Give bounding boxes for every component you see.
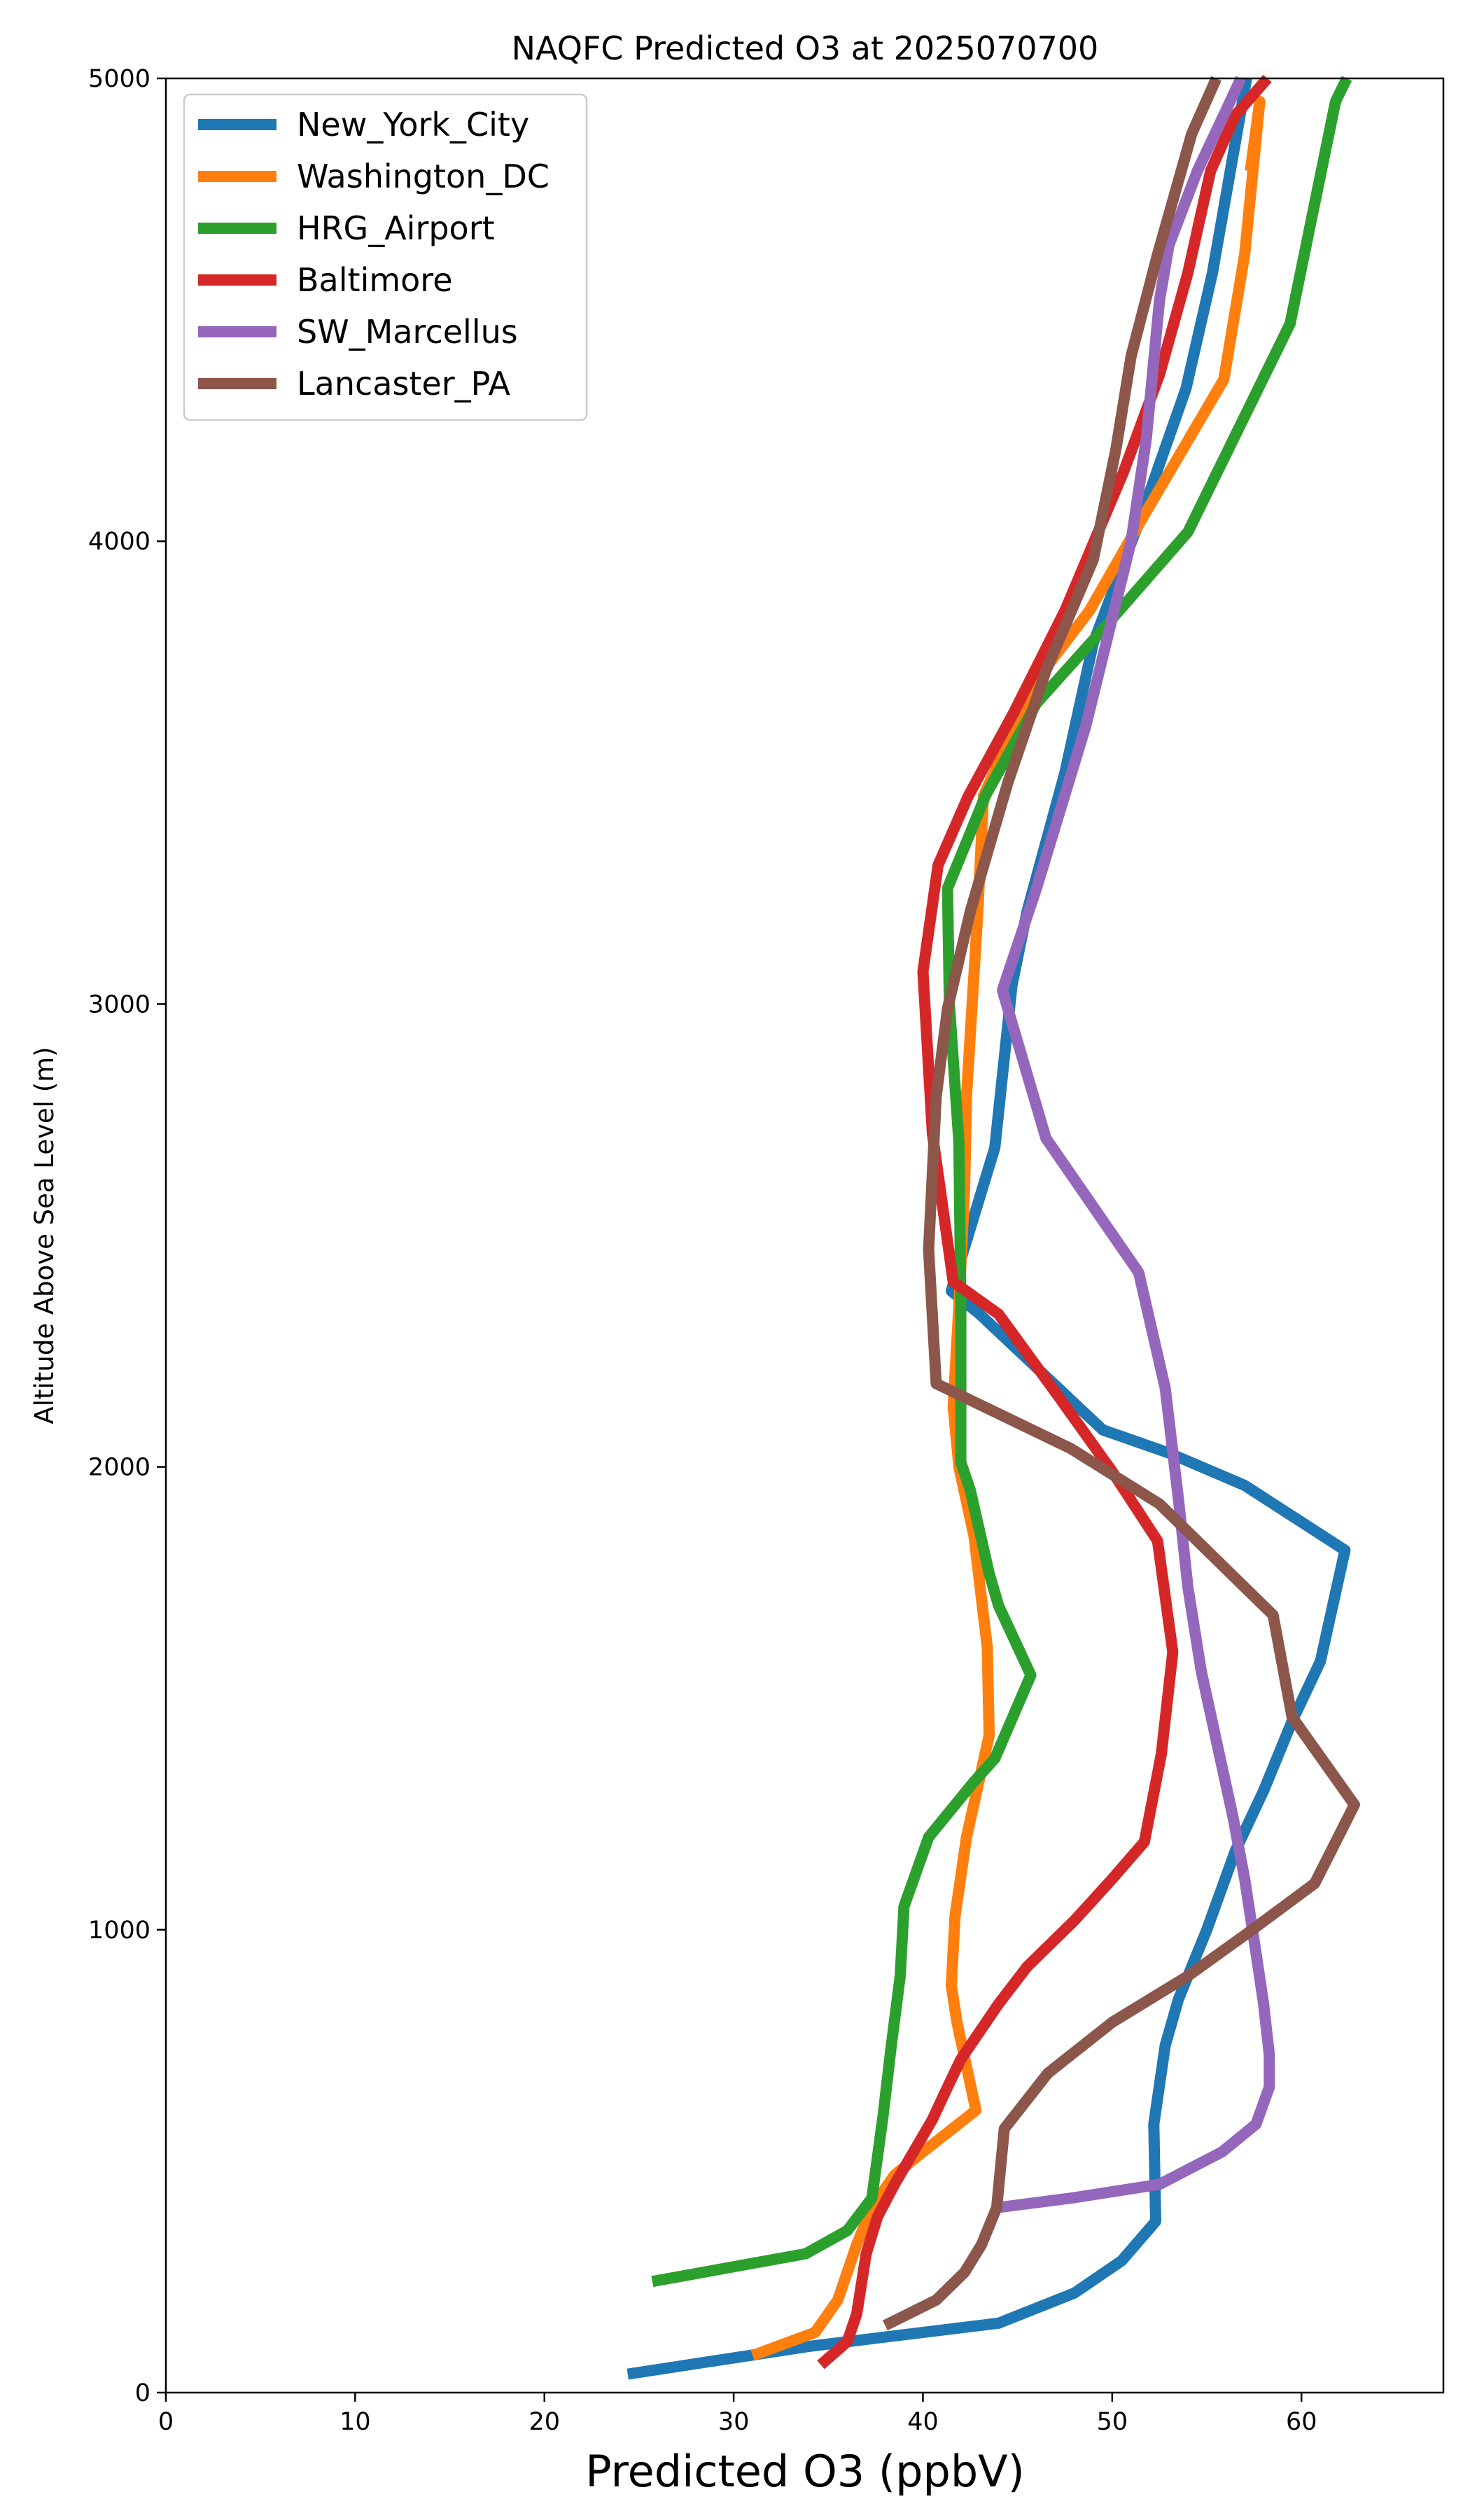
x-ticks: 0 10 20 30 40 50 60 xyxy=(158,2393,1317,2436)
x-tick-label-5: 50 xyxy=(1097,2408,1128,2436)
x-tick-label-4: 40 xyxy=(907,2408,939,2436)
y-tick-label-1: 1000 xyxy=(88,1917,150,1945)
x-tick-label-0: 0 xyxy=(158,2408,174,2436)
legend-label-1: Washington_DC xyxy=(297,158,550,195)
legend-label-2: HRG_Airport xyxy=(297,209,495,247)
legend-box xyxy=(183,93,588,421)
series-line-5 xyxy=(882,76,1360,2331)
series-line-1 xyxy=(750,96,1266,2361)
x-tick-label-2: 20 xyxy=(528,2408,560,2436)
x-tick-label-1: 10 xyxy=(340,2408,371,2436)
y-ticks: 0 1000 2000 3000 4000 5000 xyxy=(88,65,166,2407)
y-tick-label-0: 0 xyxy=(135,2379,150,2407)
y-tick-label-5: 5000 xyxy=(88,65,150,93)
series-line-0 xyxy=(626,77,1351,2380)
legend-label-5: Lancaster_PA xyxy=(297,365,510,402)
y-tick-label-4: 4000 xyxy=(88,528,150,556)
y-tick-label-2: 2000 xyxy=(88,1454,150,1482)
series-layer xyxy=(626,74,1360,2380)
series-line-4 xyxy=(997,76,1275,2213)
plot-frame xyxy=(164,77,1445,2394)
legend: New_York_City Washington_DC HRG_Airport Bal… xyxy=(183,93,588,421)
series-line-2 xyxy=(651,76,1352,2288)
x-tick-label-6: 60 xyxy=(1286,2408,1317,2436)
y-axis-label: Altitude Above Sea Level (m) xyxy=(29,1046,59,1424)
legend-label-0: New_York_City xyxy=(297,106,529,144)
chart-title: NAQFC Predicted O3 at 2025070700 xyxy=(512,29,1099,67)
legend-label-4: SW_Marcellus xyxy=(297,313,518,351)
y-tick-label-3: 3000 xyxy=(88,990,150,1018)
x-tick-label-3: 30 xyxy=(718,2408,750,2436)
x-axis-label: Predicted O3 (ppbV) xyxy=(585,2446,1025,2497)
legend-label-3: Baltimore xyxy=(297,261,453,299)
series-line-3 xyxy=(817,74,1272,2370)
